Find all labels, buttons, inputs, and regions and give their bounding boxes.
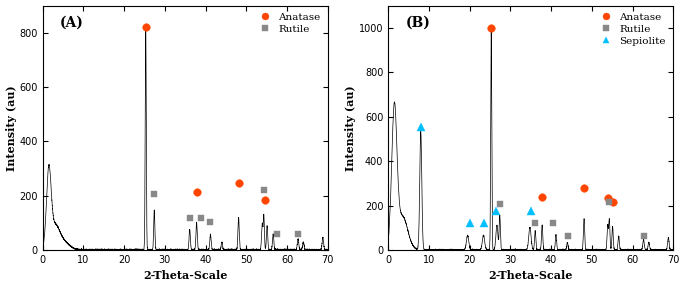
Legend: Anatase, Rutile: Anatase, Rutile: [252, 11, 323, 36]
Y-axis label: Intensity (au): Intensity (au): [5, 85, 16, 170]
X-axis label: 2-Theta-Scale: 2-Theta-Scale: [143, 270, 227, 282]
Text: (B): (B): [406, 15, 430, 29]
Text: (A): (A): [60, 15, 84, 29]
X-axis label: 2-Theta-Scale: 2-Theta-Scale: [488, 270, 573, 282]
Y-axis label: Intensity (au): Intensity (au): [345, 85, 356, 170]
Legend: Anatase, Rutile, Sepiolite: Anatase, Rutile, Sepiolite: [593, 11, 668, 48]
